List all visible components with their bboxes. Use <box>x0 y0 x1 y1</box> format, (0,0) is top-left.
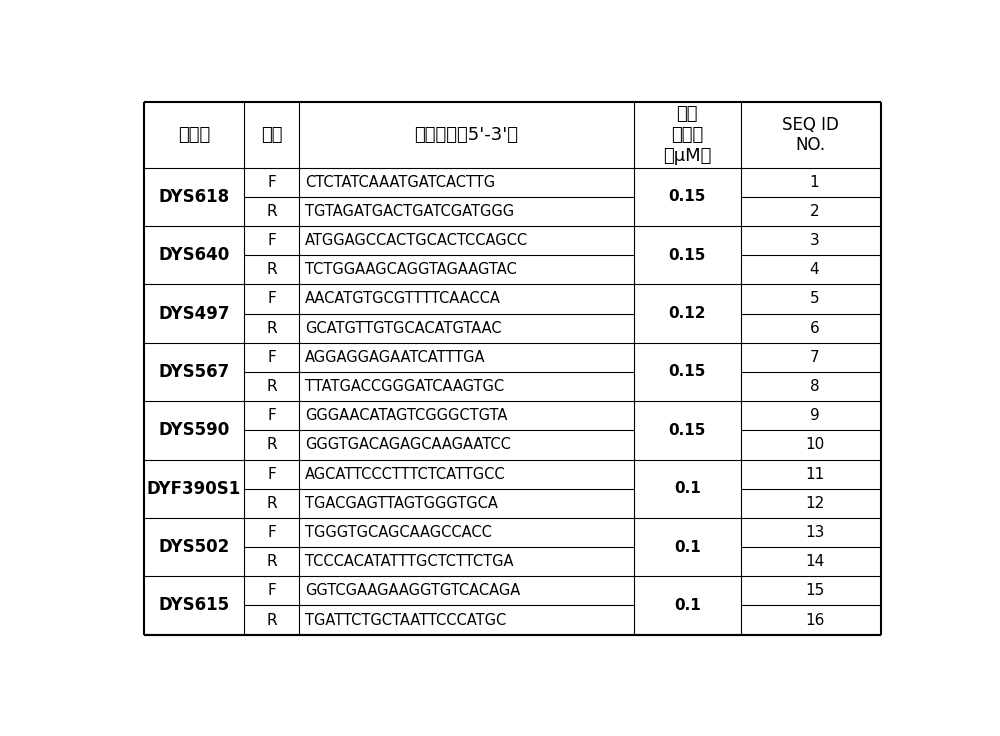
Text: 13: 13 <box>805 525 824 540</box>
Text: 引物
终浓度
（μM）: 引物 终浓度 （μM） <box>663 105 712 165</box>
Text: GCATGTTGTGCACATGTAAC: GCATGTTGTGCACATGTAAC <box>305 321 502 336</box>
Text: R: R <box>266 554 277 569</box>
Text: 0.12: 0.12 <box>669 306 706 321</box>
Text: 2: 2 <box>810 204 819 219</box>
Text: AGCATTCCCTTTCTCATTGCC: AGCATTCCCTTTCTCATTGCC <box>305 467 506 481</box>
Text: DYS640: DYS640 <box>158 247 230 264</box>
Text: GGGAACATAGTCGGGCTGTA: GGGAACATAGTCGGGCTGTA <box>305 408 508 423</box>
Text: 7: 7 <box>810 350 819 365</box>
Text: R: R <box>266 379 277 394</box>
Text: GGTCGAAGAAGGTGTCACAGA: GGTCGAAGAAGGTGTCACAGA <box>305 584 520 598</box>
Text: 11: 11 <box>805 467 824 481</box>
Text: 1: 1 <box>810 174 819 190</box>
Text: 引物序列（5'-3'）: 引物序列（5'-3'） <box>414 126 518 144</box>
Text: GGGTGACAGAGCAAGAATCC: GGGTGACAGAGCAAGAATCC <box>305 437 511 453</box>
Text: F: F <box>267 174 276 190</box>
Text: 15: 15 <box>805 584 824 598</box>
Text: DYS567: DYS567 <box>158 363 230 381</box>
Text: CTCTATCAAATGATCACTTG: CTCTATCAAATGATCACTTG <box>305 174 495 190</box>
Text: 8: 8 <box>810 379 819 394</box>
Text: 14: 14 <box>805 554 824 569</box>
Text: DYS497: DYS497 <box>158 305 230 322</box>
Text: TGACGAGTTAGTGGGTGCA: TGACGAGTTAGTGGGTGCA <box>305 496 498 511</box>
Text: F: F <box>267 408 276 423</box>
Text: DYF390S1: DYF390S1 <box>147 480 241 498</box>
Text: 0.15: 0.15 <box>669 248 706 263</box>
Text: F: F <box>267 291 276 306</box>
Text: 0.15: 0.15 <box>669 423 706 438</box>
Text: 0.1: 0.1 <box>674 481 701 496</box>
Text: 12: 12 <box>805 496 824 511</box>
Text: ATGGAGCCACTGCACTCCAGCC: ATGGAGCCACTGCACTCCAGCC <box>305 233 528 248</box>
Text: TTATGACCGGGATCAAGTGC: TTATGACCGGGATCAAGTGC <box>305 379 504 394</box>
Text: AACATGTGCGTTTTCAACCA: AACATGTGCGTTTTCAACCA <box>305 291 501 306</box>
Text: 基因座: 基因座 <box>178 126 210 144</box>
Text: AGGAGGAGAATCATTTGA: AGGAGGAGAATCATTTGA <box>305 350 486 365</box>
Text: R: R <box>266 321 277 336</box>
Text: F: F <box>267 525 276 540</box>
Text: DYS618: DYS618 <box>159 188 230 206</box>
Text: R: R <box>266 437 277 453</box>
Text: 6: 6 <box>810 321 819 336</box>
Text: 5: 5 <box>810 291 819 306</box>
Text: F: F <box>267 233 276 248</box>
Text: TCTGGAAGCAGGTAGAAGTAC: TCTGGAAGCAGGTAGAAGTAC <box>305 262 517 277</box>
Text: F: F <box>267 350 276 365</box>
Text: 16: 16 <box>805 612 824 628</box>
Text: R: R <box>266 204 277 219</box>
Text: TGTAGATGACTGATCGATGGG: TGTAGATGACTGATCGATGGG <box>305 204 514 219</box>
Text: TGGGTGCAGCAAGCCACC: TGGGTGCAGCAAGCCACC <box>305 525 492 540</box>
Text: 0.15: 0.15 <box>669 364 706 380</box>
Text: R: R <box>266 262 277 277</box>
Text: DYS590: DYS590 <box>158 421 230 439</box>
Text: 0.1: 0.1 <box>674 598 701 613</box>
Text: DYS502: DYS502 <box>158 538 230 556</box>
Text: 10: 10 <box>805 437 824 453</box>
Text: 0.1: 0.1 <box>674 539 701 555</box>
Text: F: F <box>267 467 276 481</box>
Text: SEQ ID
NO.: SEQ ID NO. <box>782 116 839 155</box>
Text: R: R <box>266 496 277 511</box>
Text: TCCCACATATTTGCTCTTCTGA: TCCCACATATTTGCTCTTCTGA <box>305 554 514 569</box>
Text: 0.15: 0.15 <box>669 189 706 205</box>
Text: 4: 4 <box>810 262 819 277</box>
Text: TGATTCTGCTAATTCCCATGC: TGATTCTGCTAATTCCCATGC <box>305 612 506 628</box>
Text: 3: 3 <box>810 233 819 248</box>
Text: F: F <box>267 584 276 598</box>
Text: 9: 9 <box>810 408 819 423</box>
Text: DYS615: DYS615 <box>159 596 230 615</box>
Text: R: R <box>266 612 277 628</box>
Text: 名称: 名称 <box>261 126 282 144</box>
